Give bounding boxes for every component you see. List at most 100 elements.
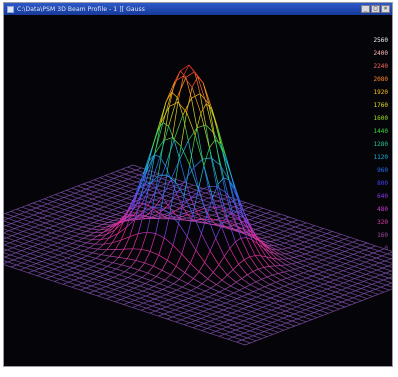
mesh-line [203, 308, 210, 312]
mesh-line [261, 236, 268, 239]
mesh-line [245, 301, 255, 305]
mesh-line [94, 288, 101, 292]
mesh-line [275, 281, 285, 287]
mesh-line [189, 164, 199, 190]
mesh-line [272, 234, 282, 239]
mesh-line [62, 281, 69, 285]
mesh-line [62, 228, 72, 232]
mesh-line [5, 225, 15, 229]
mesh-line [312, 230, 319, 234]
mesh-line [235, 227, 242, 230]
mesh-line [13, 259, 23, 264]
mesh-line [346, 285, 353, 289]
mesh-line [322, 259, 332, 264]
mesh-line [243, 217, 250, 226]
mesh-line [170, 266, 177, 275]
title-bar[interactable]: C:\Data\PSM 3D Beam Profile - 1 ][ Gauss… [4, 3, 392, 15]
mesh-line [216, 186, 223, 209]
mesh-line [341, 299, 348, 303]
mesh-line [285, 308, 292, 312]
mesh-line [83, 247, 90, 252]
mesh-line [314, 225, 324, 229]
mesh-line [151, 305, 161, 310]
mesh-line [146, 307, 156, 312]
mesh-line [388, 277, 392, 280]
mesh-line [277, 319, 287, 324]
beam-profile-3d-plot[interactable] [4, 15, 392, 366]
mesh-line [68, 235, 75, 239]
mesh-line [318, 240, 325, 244]
mesh-line [305, 253, 315, 258]
plot-viewport[interactable]: 2560 2400 2240 2080 1920 1760 1600 1440 1280 1120… [4, 15, 392, 366]
mesh-line [296, 304, 303, 308]
mesh-line [323, 281, 330, 285]
mesh-line [243, 209, 253, 213]
mesh-line [101, 268, 111, 273]
mesh-line [172, 223, 179, 246]
mesh-line [263, 217, 270, 221]
mesh-line [134, 196, 142, 220]
mesh-line [164, 212, 174, 218]
mesh-line [279, 312, 289, 317]
mesh-line [358, 239, 368, 244]
mesh-line [208, 103, 215, 134]
mesh-line [115, 264, 122, 270]
mesh-line [195, 249, 205, 263]
mesh-line [249, 316, 255, 320]
mesh-line [20, 238, 30, 242]
mesh-line [65, 233, 75, 237]
scale-label: 2080 [373, 76, 388, 83]
mesh-line [123, 190, 129, 194]
mesh-line [174, 297, 184, 301]
mesh-line [94, 229, 101, 234]
mesh-line [130, 169, 137, 173]
mesh-line [94, 239, 101, 245]
mesh-line [332, 284, 339, 288]
mesh-line [193, 158, 203, 168]
mesh-line [57, 242, 67, 247]
mesh-line [33, 258, 43, 262]
mesh-line [64, 264, 74, 269]
mesh-line [128, 188, 135, 192]
mesh-line [316, 259, 323, 263]
mesh-line [382, 265, 389, 269]
mesh-line [114, 221, 121, 231]
mesh-line [90, 271, 97, 275]
mesh-line [158, 237, 165, 256]
mesh-line [255, 328, 265, 332]
minimize-button[interactable]: _ [361, 5, 370, 13]
mesh-line [61, 202, 68, 205]
mesh-line [272, 222, 282, 227]
mesh-line [113, 274, 120, 278]
mesh-line [49, 249, 56, 253]
mesh-line [36, 219, 46, 224]
mesh-line [236, 341, 246, 346]
mesh-line [87, 222, 94, 226]
mesh-line [295, 226, 305, 231]
maximize-button[interactable]: □ [371, 5, 380, 13]
mesh-line [360, 276, 370, 280]
mesh-line [75, 202, 82, 206]
close-button[interactable]: × [381, 5, 390, 13]
mesh-line [122, 180, 132, 185]
scale-label: 1440 [373, 128, 388, 135]
mesh-line [62, 283, 72, 288]
mesh-line [209, 238, 217, 252]
mesh-line [63, 197, 73, 201]
mesh-line [102, 224, 112, 226]
mesh-line [247, 291, 254, 295]
mesh-line [307, 244, 314, 248]
mesh-line [243, 256, 250, 261]
mesh-line [121, 264, 131, 268]
mesh-line [233, 336, 243, 341]
mesh-line [243, 259, 254, 272]
mesh-line [179, 184, 189, 188]
mesh-line [32, 200, 39, 204]
mesh-line [133, 285, 140, 289]
mesh-line [108, 178, 115, 181]
mesh-line [54, 281, 64, 285]
mesh-line [295, 292, 302, 295]
mesh-line [223, 177, 230, 181]
mesh-line [227, 221, 237, 226]
mesh-line [155, 209, 162, 213]
